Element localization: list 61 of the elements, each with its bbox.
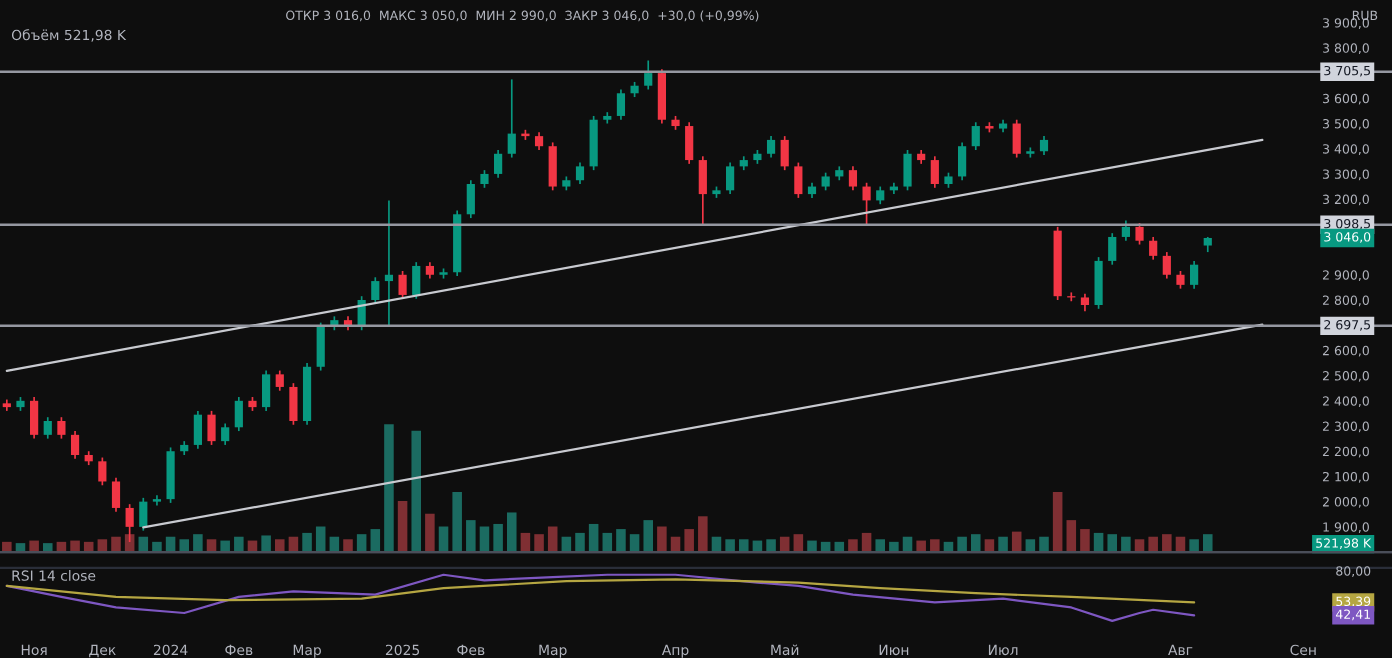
bar — [1052, 492, 1063, 553]
bar — [1148, 536, 1158, 553]
bar — [397, 500, 408, 553]
bar — [575, 532, 585, 553]
bar — [970, 534, 981, 553]
bar — [1121, 536, 1131, 553]
bar — [766, 539, 776, 553]
bar — [42, 543, 53, 553]
bar — [534, 534, 544, 553]
bar — [643, 520, 654, 553]
bar — [957, 536, 967, 553]
bar — [684, 529, 694, 553]
bar — [466, 520, 476, 553]
bar — [425, 513, 435, 553]
bar — [616, 529, 626, 553]
bar — [70, 540, 80, 553]
bar — [588, 523, 599, 553]
candlestick — [1094, 256, 1103, 310]
bar — [220, 540, 230, 553]
bar — [738, 539, 749, 553]
bar — [725, 539, 735, 553]
candlestick — [207, 410, 216, 446]
bar — [111, 536, 121, 553]
bar — [411, 430, 422, 553]
bar — [384, 424, 394, 553]
bar — [998, 536, 1008, 553]
bar — [261, 535, 271, 553]
bar — [1039, 536, 1049, 553]
bar — [493, 523, 503, 553]
candlestick — [57, 416, 66, 440]
bar — [152, 541, 162, 553]
bar — [29, 540, 39, 553]
bar — [193, 534, 203, 553]
bar — [1066, 520, 1077, 553]
bar — [234, 536, 244, 553]
bar — [1162, 534, 1172, 553]
candlestick — [289, 382, 298, 426]
bar — [343, 539, 353, 553]
bar — [506, 512, 517, 553]
candlestick — [862, 181, 871, 226]
candlestick — [903, 149, 912, 192]
bar — [179, 539, 190, 553]
bar — [1107, 534, 1118, 553]
bar — [889, 541, 899, 553]
bar — [302, 532, 312, 553]
bar — [807, 540, 817, 553]
bar — [1202, 534, 1213, 553]
bar — [916, 540, 926, 553]
bar — [698, 516, 708, 553]
candlestick — [166, 446, 175, 504]
candlestick — [398, 270, 407, 300]
bar — [2, 541, 12, 553]
bar — [452, 492, 462, 553]
bar — [657, 526, 667, 553]
bar — [274, 539, 285, 553]
bar — [930, 539, 940, 553]
bar — [1080, 529, 1090, 553]
bar — [370, 529, 381, 553]
bar — [875, 539, 886, 553]
bar — [848, 539, 858, 553]
bar — [1189, 539, 1199, 553]
